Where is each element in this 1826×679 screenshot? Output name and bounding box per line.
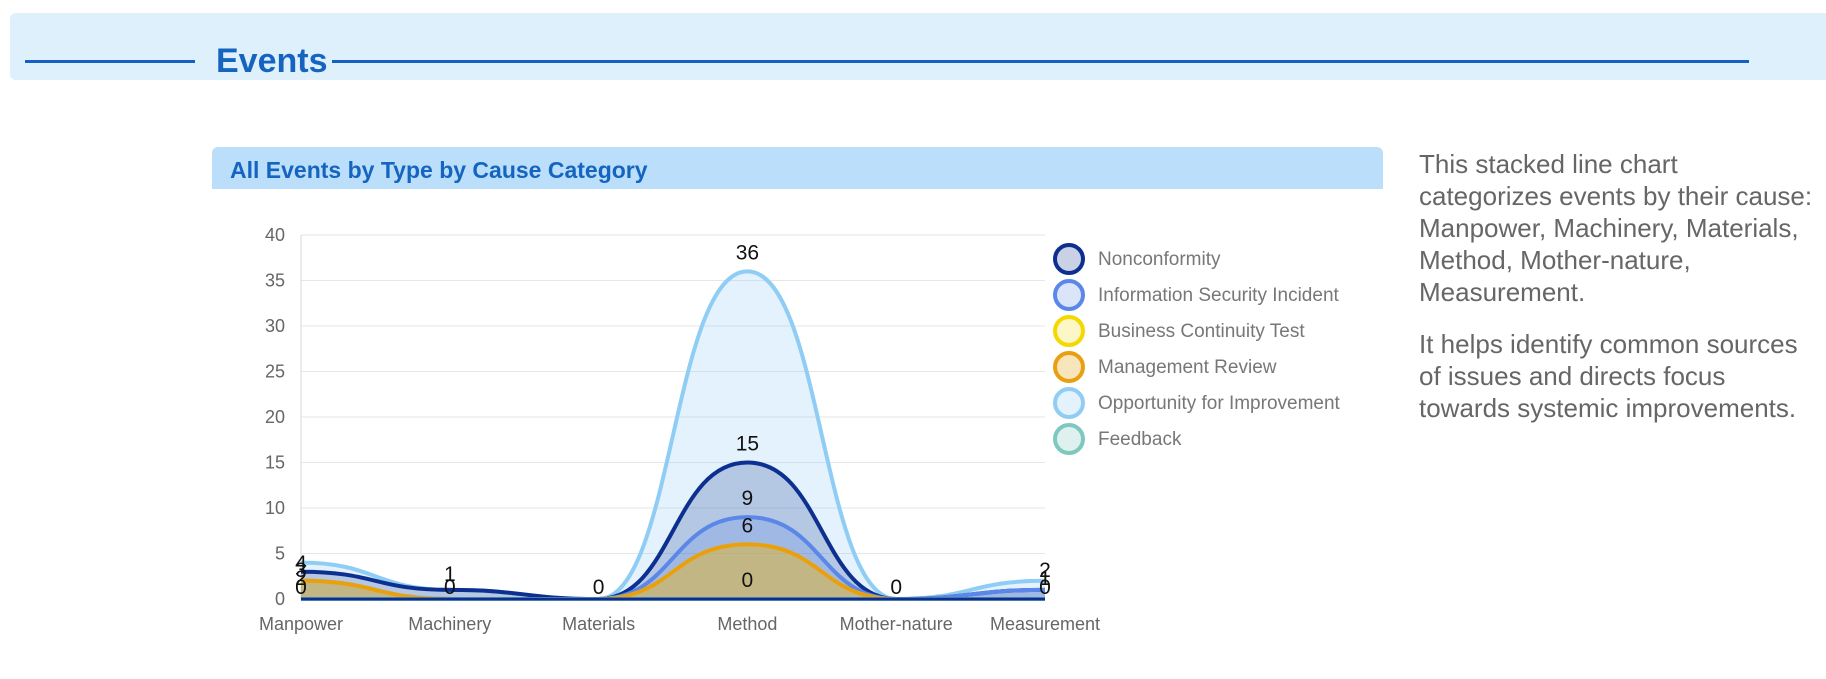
data-label: 4: [295, 552, 307, 575]
data-label: 6: [742, 514, 754, 537]
y-tick-label: 10: [265, 498, 285, 518]
x-tick-label: Machinery: [408, 614, 491, 634]
section-title: Events: [216, 42, 328, 80]
y-tick-label: 20: [265, 407, 285, 427]
legend-label: Management Review: [1098, 357, 1277, 378]
chart-description: This stacked line chart categorizes even…: [1419, 148, 1814, 444]
legend-label: Information Security Incident: [1098, 285, 1340, 306]
y-tick-label: 30: [265, 316, 285, 336]
data-label: 1: [1039, 567, 1051, 590]
data-label: 1: [444, 563, 456, 586]
y-tick-label: 5: [275, 544, 285, 564]
y-tick-label: 15: [265, 453, 285, 473]
data-label: 3: [295, 559, 307, 582]
legend-marker: [1053, 315, 1085, 347]
description-paragraph: This stacked line chart categorizes even…: [1419, 149, 1813, 307]
legend-label: Feedback: [1098, 429, 1182, 450]
x-tick-label: Manpower: [259, 614, 343, 634]
legend-marker: [1053, 387, 1085, 419]
data-label: 36: [736, 241, 759, 264]
data-label: 15: [736, 433, 759, 456]
data-label: 0: [1039, 576, 1051, 599]
y-tick-label: 40: [265, 225, 285, 245]
data-label: 0: [444, 576, 456, 599]
y-tick-label: 0: [275, 589, 285, 609]
chart-header: All Events by Type by Cause Category: [212, 147, 1383, 189]
x-tick-label: Method: [717, 614, 777, 634]
section-banner: Events: [10, 13, 1826, 80]
data-label: 0: [890, 576, 902, 599]
data-label: 9: [742, 487, 754, 510]
x-tick-label: Mother-nature: [840, 614, 953, 634]
x-tick-label: Measurement: [990, 614, 1100, 634]
data-label: 0: [593, 576, 605, 599]
legend-marker: [1053, 243, 1085, 275]
y-tick-label: 35: [265, 271, 285, 291]
y-tick-label: 25: [265, 362, 285, 382]
legend-label: Nonconformity: [1098, 249, 1221, 270]
chart-title: All Events by Type by Cause Category: [230, 157, 648, 183]
data-label: 2: [295, 567, 307, 590]
banner-rule-left: [25, 60, 195, 63]
legend-label: Opportunity for Improvement: [1098, 393, 1341, 414]
banner-rule-right: [332, 60, 1749, 63]
data-label: 0: [742, 569, 754, 592]
description-paragraph: It helps identify common sources of issu…: [1419, 329, 1798, 423]
data-label: 0: [295, 576, 307, 599]
data-label: 2: [1039, 559, 1051, 582]
legend-marker: [1053, 351, 1085, 383]
x-tick-label: Materials: [562, 614, 635, 634]
legend-marker: [1053, 279, 1085, 311]
legend-marker: [1053, 423, 1085, 455]
legend-label: Business Continuity Test: [1098, 321, 1305, 342]
